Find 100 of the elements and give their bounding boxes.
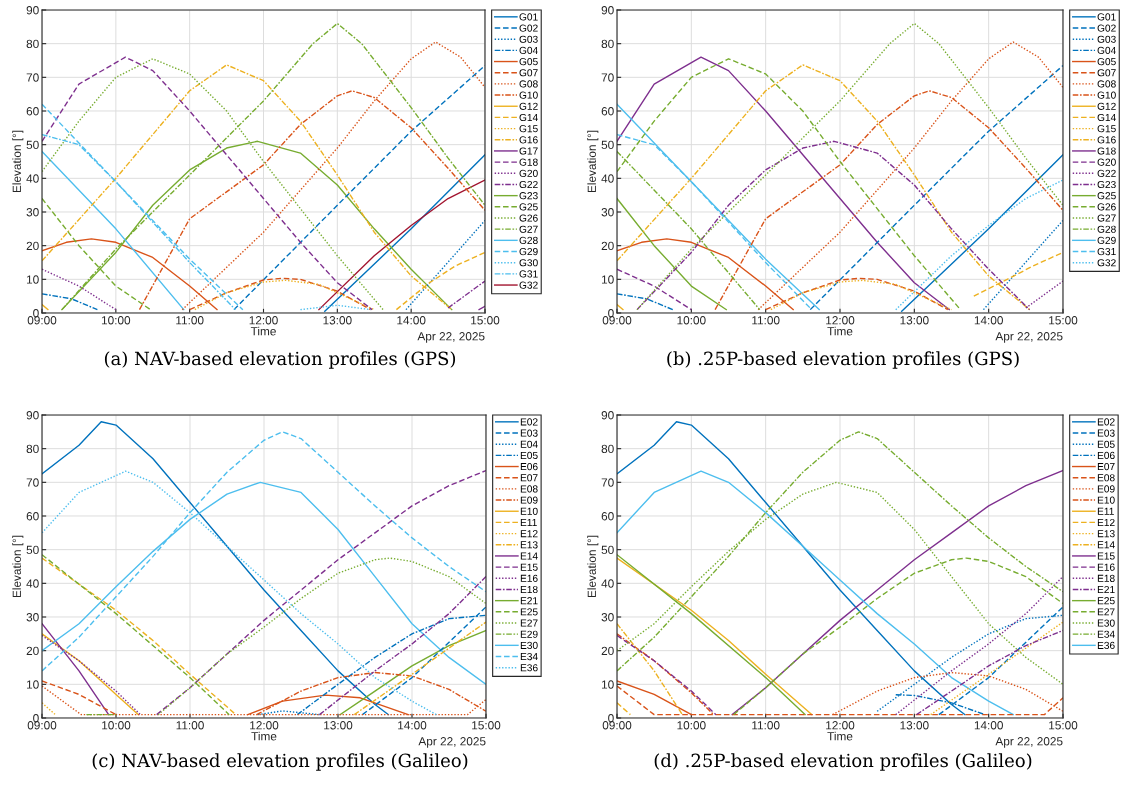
legend-label: G23 [1097, 180, 1116, 189]
legend-label: E27 [520, 619, 538, 627]
y-tick-label: 10 [601, 680, 614, 689]
y-tick-label: 90 [601, 6, 614, 15]
legend-label: E18 [1097, 574, 1115, 582]
legend-label: G32 [519, 281, 538, 289]
x-tick-label: 10:00 [677, 721, 706, 730]
y-tick-label: 90 [26, 6, 39, 15]
y-axis-title: Elevation [°] [12, 535, 24, 598]
legend-label: G30 [519, 259, 538, 267]
x-tick-label: 09:00 [602, 721, 632, 730]
y-tick-label: 10 [26, 680, 39, 689]
legend-label: E10 [1097, 496, 1115, 504]
legend-label: G12 [1097, 102, 1116, 110]
legend-label: G32 [1097, 259, 1116, 267]
legend-label: G29 [519, 247, 538, 256]
x-tick-label: 15:00 [471, 316, 500, 325]
x-tick-label: 15:00 [472, 721, 501, 730]
legend-label: E27 [1097, 608, 1115, 616]
text: (a) NAV-based elevation profiles (GPS) [104, 351, 456, 369]
legend-label: E08 [1097, 474, 1115, 482]
x-tick-label: 13:00 [900, 721, 929, 730]
legend-label: G25 [1097, 192, 1116, 200]
legend-label: G27 [1097, 214, 1116, 222]
legend-label: G02 [519, 24, 538, 32]
x-tick-label: 12:00 [826, 316, 855, 325]
legend-label: G04 [1097, 46, 1116, 55]
legend-label: G18 [1097, 147, 1116, 155]
legend-label: G01 [519, 13, 538, 21]
legend-label: G04 [519, 46, 538, 55]
x-tick-label: 13:00 [323, 316, 352, 325]
y-tick-label: 50 [26, 140, 39, 150]
x-tick-label: 11:00 [752, 316, 780, 325]
y-tick-label: 20 [601, 241, 614, 251]
legend-label: G17 [519, 147, 538, 155]
legend-label: G14 [1097, 113, 1116, 122]
y-tick-label: 0 [33, 309, 39, 318]
legend-label: E15 [1097, 552, 1115, 560]
legend-label: G26 [1097, 203, 1116, 211]
y-tick-label: 60 [601, 512, 614, 521]
legend-label: E10 [520, 507, 538, 515]
legend-label: E03 [1097, 429, 1115, 437]
x-tick-label: 10:00 [677, 316, 706, 325]
y-tick-label: 70 [26, 73, 39, 82]
x-tick-label: 10:00 [101, 316, 131, 325]
y-tick-label: 10 [601, 275, 614, 284]
y-tick-label: 40 [26, 174, 39, 183]
legend-label: E34 [1097, 630, 1115, 638]
legend-label: G28 [519, 236, 538, 244]
legend-label: E11 [1097, 507, 1114, 515]
legend-label: G07 [1097, 69, 1116, 77]
x-tick-label: 14:00 [397, 316, 426, 325]
legend-label: G23 [519, 192, 538, 200]
legend-label: G22 [1097, 169, 1116, 177]
legend-label: E29 [520, 630, 538, 638]
legend-label: G14 [519, 113, 538, 122]
y-tick-label: 20 [26, 241, 39, 251]
legend-label: G08 [519, 80, 538, 88]
y-tick-label: 80 [601, 39, 614, 49]
legend-label: G03 [1097, 35, 1116, 43]
legend-label: E25 [1097, 597, 1115, 605]
legend-label: E13 [1097, 530, 1115, 538]
legend-label: E02 [520, 418, 538, 426]
legend-label: G20 [519, 169, 538, 177]
legend-label: E11 [520, 518, 537, 526]
legend-label: E09 [1097, 485, 1115, 493]
legend-label: E04 [520, 440, 538, 448]
legend-label: G05 [519, 58, 538, 66]
x-tick-label: 09:00 [27, 316, 57, 325]
y-tick-label: 30 [26, 208, 39, 217]
legend-label: E36 [520, 664, 538, 672]
text: (b) .25P-based elevation profiles (GPS) [667, 351, 1019, 369]
legend-label: G22 [519, 180, 538, 189]
legend-label: G27 [519, 225, 538, 233]
legend-label: G26 [519, 214, 538, 222]
legend-label: G02 [1097, 24, 1116, 32]
y-tick-label: 30 [601, 613, 614, 622]
x-axis-title: Time [250, 326, 276, 336]
legend-label: G10 [519, 91, 538, 99]
x-tick-label: 12:00 [249, 316, 278, 325]
legend-label: G05 [1097, 58, 1116, 66]
legend-label: E34 [520, 652, 538, 661]
y-tick-label: 80 [26, 444, 39, 454]
x-tick-label: 15:00 [1049, 721, 1078, 730]
y-tick-label: 50 [26, 545, 39, 555]
y-tick-label: 90 [601, 411, 614, 420]
text: Apr 22, 2025 [995, 332, 1063, 343]
legend-label: G29 [1097, 236, 1116, 244]
y-tick-label: 60 [601, 107, 614, 116]
y-tick-label: 30 [601, 208, 614, 217]
legend-label: E13 [520, 541, 538, 549]
legend-label: G16 [1097, 136, 1116, 144]
x-tick-label: 11:00 [752, 721, 780, 730]
y-tick-label: 70 [601, 73, 614, 82]
text: (c) NAV-based elevation profiles (Galileo) [92, 753, 468, 771]
x-tick-label: 14:00 [974, 721, 1003, 730]
y-tick-label: 70 [26, 478, 39, 487]
legend-label: G15 [1097, 125, 1116, 133]
legend-label: G12 [519, 102, 538, 110]
legend-label: E14 [520, 552, 538, 560]
